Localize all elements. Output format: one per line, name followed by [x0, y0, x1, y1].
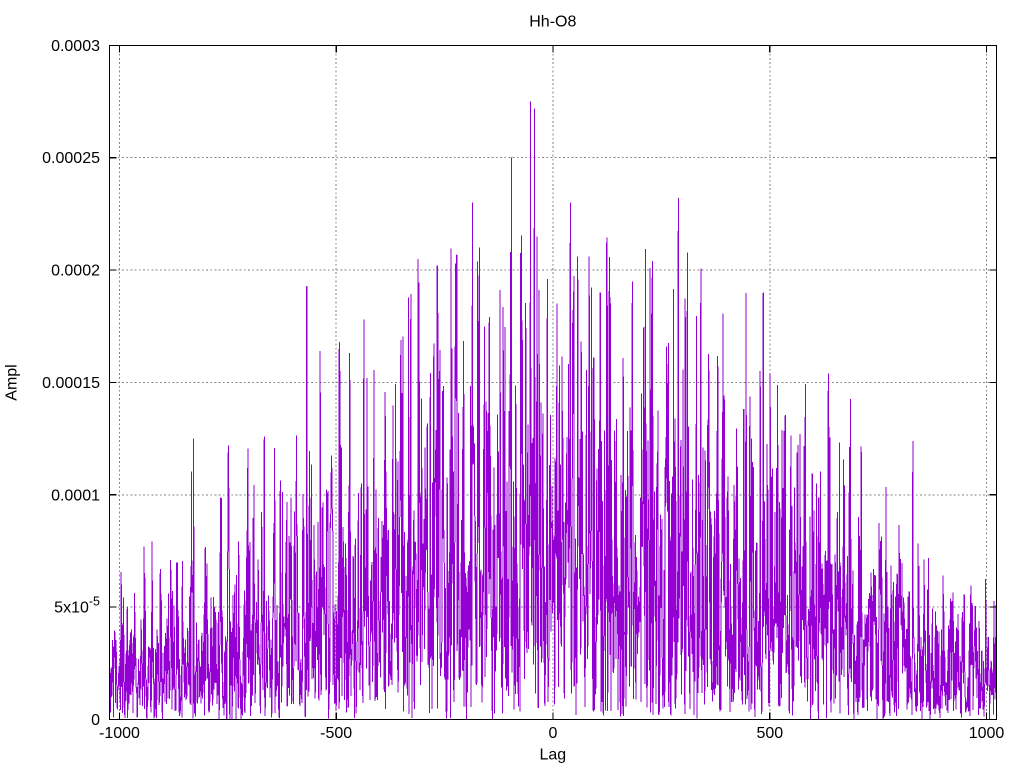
svg-text:0.00015: 0.00015: [42, 375, 100, 392]
svg-text:500: 500: [756, 725, 783, 742]
svg-text:0: 0: [91, 712, 100, 729]
svg-text:Ampl: Ampl: [3, 364, 20, 400]
svg-text:5x10-5: 5x10-5: [54, 595, 100, 617]
svg-text:0: 0: [549, 725, 558, 742]
svg-text:-1000: -1000: [99, 725, 140, 742]
svg-text:0.0001: 0.0001: [51, 487, 100, 504]
svg-text:Hh-O8: Hh-O8: [529, 14, 576, 31]
svg-text:0.0002: 0.0002: [51, 263, 100, 280]
svg-text:-500: -500: [320, 725, 352, 742]
svg-text:1000: 1000: [969, 725, 1005, 742]
svg-text:0.00025: 0.00025: [42, 150, 100, 167]
svg-text:0.0003: 0.0003: [51, 38, 100, 55]
svg-text:Lag: Lag: [539, 747, 566, 764]
